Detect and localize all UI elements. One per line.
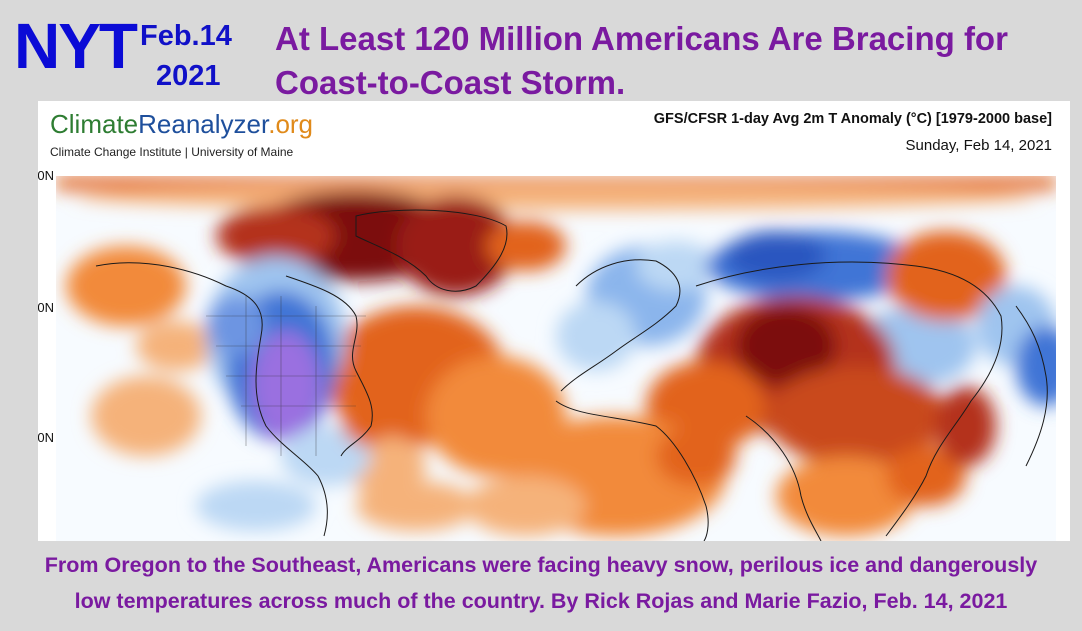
- headline-line-1: At Least 120 Million Americans Are Braci…: [275, 20, 1008, 57]
- caption-line-1: From Oregon to the Southeast, Americans …: [44, 553, 1038, 577]
- lat-label-90n: 90N: [38, 168, 54, 183]
- anomaly-field: [56, 176, 1070, 541]
- lat-label-60n: 60N: [38, 300, 54, 315]
- map-panel: ClimateReanalyzer.org Climate Change Ins…: [38, 101, 1070, 541]
- map-date: Sunday, Feb 14, 2021: [905, 137, 1053, 154]
- date-line-2: 2021: [156, 60, 221, 92]
- lat-label-30n: 30N: [38, 430, 54, 445]
- logo-subtitle: Climate Change Institute | University of…: [50, 145, 294, 159]
- temperature-anomaly-map: 90N 60N 30N: [38, 168, 1070, 541]
- climate-reanalyzer-logo: ClimateReanalyzer.org: [50, 109, 314, 139]
- map-title: GFS/CFSR 1-day Avg 2m T Anomaly (°C) [19…: [653, 111, 1052, 127]
- caption-line-2: low temperatures across much of the coun…: [74, 589, 1008, 613]
- headline-line-2: Coast-to-Coast Storm.: [275, 64, 626, 101]
- source-logo: NYT: [14, 10, 138, 82]
- date-line-1: Feb.14: [140, 20, 232, 52]
